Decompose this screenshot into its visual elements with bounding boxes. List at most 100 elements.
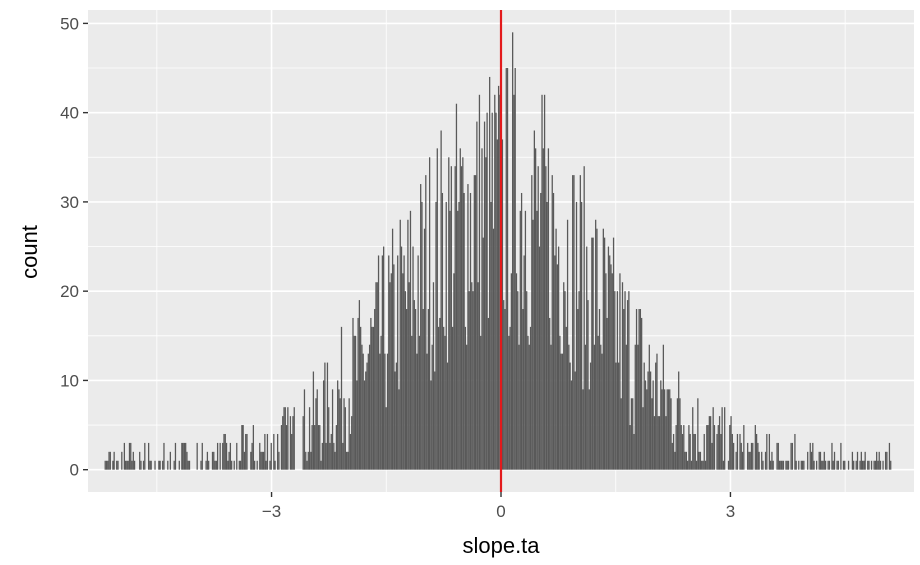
histogram-bar bbox=[480, 335, 482, 470]
histogram-bar bbox=[139, 451, 141, 470]
histogram-bar bbox=[644, 380, 647, 470]
histogram-bar bbox=[356, 380, 358, 470]
histogram-bar bbox=[380, 335, 382, 470]
histogram-bar bbox=[407, 219, 409, 470]
x-tick-label: 3 bbox=[726, 502, 735, 521]
histogram-bar bbox=[173, 460, 175, 470]
histogram-bar bbox=[126, 460, 128, 470]
histogram-bar bbox=[559, 335, 561, 470]
histogram-bar bbox=[496, 139, 498, 470]
histogram-bar bbox=[831, 442, 833, 470]
histogram-bar bbox=[701, 460, 703, 470]
histogram-bar bbox=[522, 309, 524, 470]
histogram-bar bbox=[495, 112, 497, 470]
histogram-bar bbox=[450, 166, 452, 470]
histogram-bar bbox=[580, 201, 583, 470]
histogram-bar bbox=[340, 326, 343, 470]
histogram-bar bbox=[674, 451, 676, 470]
histogram-bar bbox=[536, 210, 538, 470]
histogram-bar bbox=[443, 326, 445, 470]
histogram-bar bbox=[824, 460, 827, 470]
histogram-bar bbox=[741, 451, 744, 470]
histogram-bar bbox=[482, 237, 484, 470]
histogram-bar bbox=[639, 309, 642, 470]
histogram-bar bbox=[183, 442, 186, 470]
histogram-bar bbox=[823, 451, 825, 470]
histogram-bar bbox=[541, 94, 543, 470]
histogram-bar bbox=[446, 362, 449, 470]
histogram-bar bbox=[790, 442, 792, 470]
histogram-bar bbox=[667, 389, 670, 470]
histogram-bar bbox=[293, 407, 295, 470]
histogram-bar bbox=[587, 300, 589, 470]
histogram-bar bbox=[381, 255, 384, 470]
histogram-bar bbox=[657, 416, 659, 470]
histogram-bar bbox=[222, 442, 224, 470]
histogram-bar bbox=[420, 184, 422, 470]
histogram-bar bbox=[251, 442, 253, 470]
histogram-bar bbox=[133, 460, 136, 470]
histogram-bar bbox=[681, 433, 684, 470]
histogram-bar bbox=[367, 353, 369, 470]
histogram-bar bbox=[132, 451, 134, 470]
histogram-bar bbox=[142, 460, 145, 470]
histogram-bar bbox=[706, 425, 708, 470]
histogram-bar bbox=[225, 442, 228, 470]
histogram-bar bbox=[813, 460, 815, 470]
histogram-bar bbox=[685, 451, 687, 470]
histogram-bar bbox=[310, 451, 312, 470]
histogram-bar bbox=[821, 460, 823, 470]
histogram-bar bbox=[514, 68, 516, 470]
histogram-bar bbox=[828, 460, 831, 470]
histogram-bar bbox=[716, 433, 718, 470]
histogram-bar bbox=[837, 460, 839, 470]
histogram-bar bbox=[282, 416, 284, 470]
histogram-bar bbox=[430, 380, 432, 470]
histogram-bar bbox=[572, 175, 574, 470]
histogram-bar bbox=[747, 442, 749, 470]
histogram-bar bbox=[485, 157, 487, 470]
histogram-bar bbox=[680, 425, 682, 470]
histogram-bar bbox=[724, 407, 726, 470]
histogram-bar bbox=[388, 255, 390, 470]
histogram-bar bbox=[478, 94, 481, 470]
histogram-bar bbox=[655, 362, 657, 470]
histogram-bar bbox=[228, 451, 230, 470]
histogram-bar bbox=[818, 451, 820, 470]
histogram-bar bbox=[540, 192, 542, 470]
histogram-bar bbox=[755, 433, 758, 470]
histogram-bar bbox=[362, 353, 364, 470]
histogram-bar bbox=[704, 460, 707, 470]
histogram-bar bbox=[434, 371, 436, 470]
histogram-bar bbox=[339, 398, 341, 470]
histogram-bar bbox=[786, 460, 788, 470]
histogram-bar bbox=[140, 460, 142, 470]
histogram-bar bbox=[354, 335, 357, 470]
histogram-bar bbox=[252, 425, 255, 470]
histogram-bar bbox=[757, 442, 759, 470]
histogram-bar bbox=[662, 344, 665, 470]
histogram-bar bbox=[543, 94, 546, 470]
histogram-bar bbox=[623, 309, 625, 470]
histogram-bar bbox=[675, 425, 677, 470]
histogram-bar bbox=[749, 451, 751, 470]
histogram-bar bbox=[376, 282, 378, 470]
histogram-bar bbox=[277, 433, 279, 470]
histogram-bar bbox=[598, 309, 601, 470]
histogram-bar bbox=[595, 219, 597, 470]
histogram-bar bbox=[840, 442, 842, 470]
histogram-bar bbox=[127, 460, 129, 470]
histogram-bar bbox=[602, 228, 604, 470]
histogram-bar bbox=[727, 460, 730, 470]
histogram-bar bbox=[529, 326, 532, 470]
histogram-bar bbox=[800, 460, 802, 470]
histogram-bar bbox=[648, 344, 650, 470]
histogram-bar bbox=[285, 425, 288, 470]
histogram-bar bbox=[505, 68, 507, 470]
histogram-bar bbox=[331, 389, 334, 470]
histogram-bar bbox=[669, 389, 671, 470]
histogram-bar bbox=[229, 442, 232, 470]
histogram-bar bbox=[186, 451, 188, 470]
histogram-bar bbox=[476, 121, 478, 470]
histogram-bar bbox=[390, 273, 392, 470]
